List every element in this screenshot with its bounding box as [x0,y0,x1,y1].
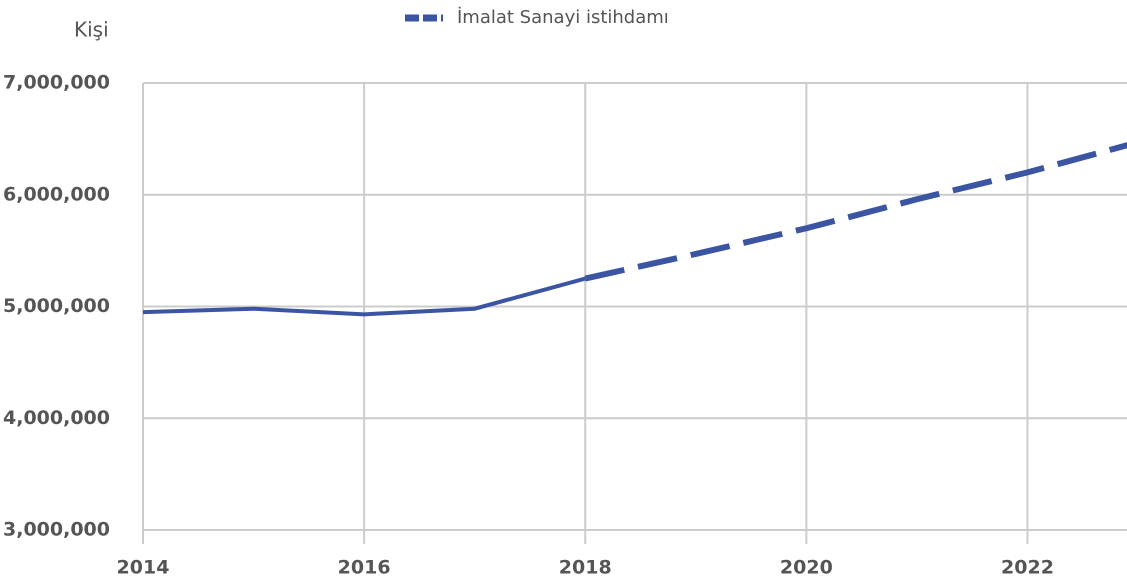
y-tick-label: 6,000,000 [3,183,110,205]
line-solid [142,276,586,317]
y-tick-label: 7,000,000 [3,72,110,94]
x-tick-label: 2022 [1001,557,1054,579]
y-axis-label: Kişi [74,18,109,42]
x-tick-label: 2020 [780,557,833,579]
y-tick-label: 5,000,000 [3,295,110,317]
x-tick-label: 2014 [117,557,170,579]
legend-label: İmalat Sanayi istihdamı [457,7,669,28]
x-tick-label: 2016 [338,557,391,579]
y-tick-label: 4,000,000 [3,407,110,429]
y-tick-label: 3,000,000 [3,519,110,541]
x-tick-label: 2018 [559,557,612,579]
line-projection [584,142,1127,282]
